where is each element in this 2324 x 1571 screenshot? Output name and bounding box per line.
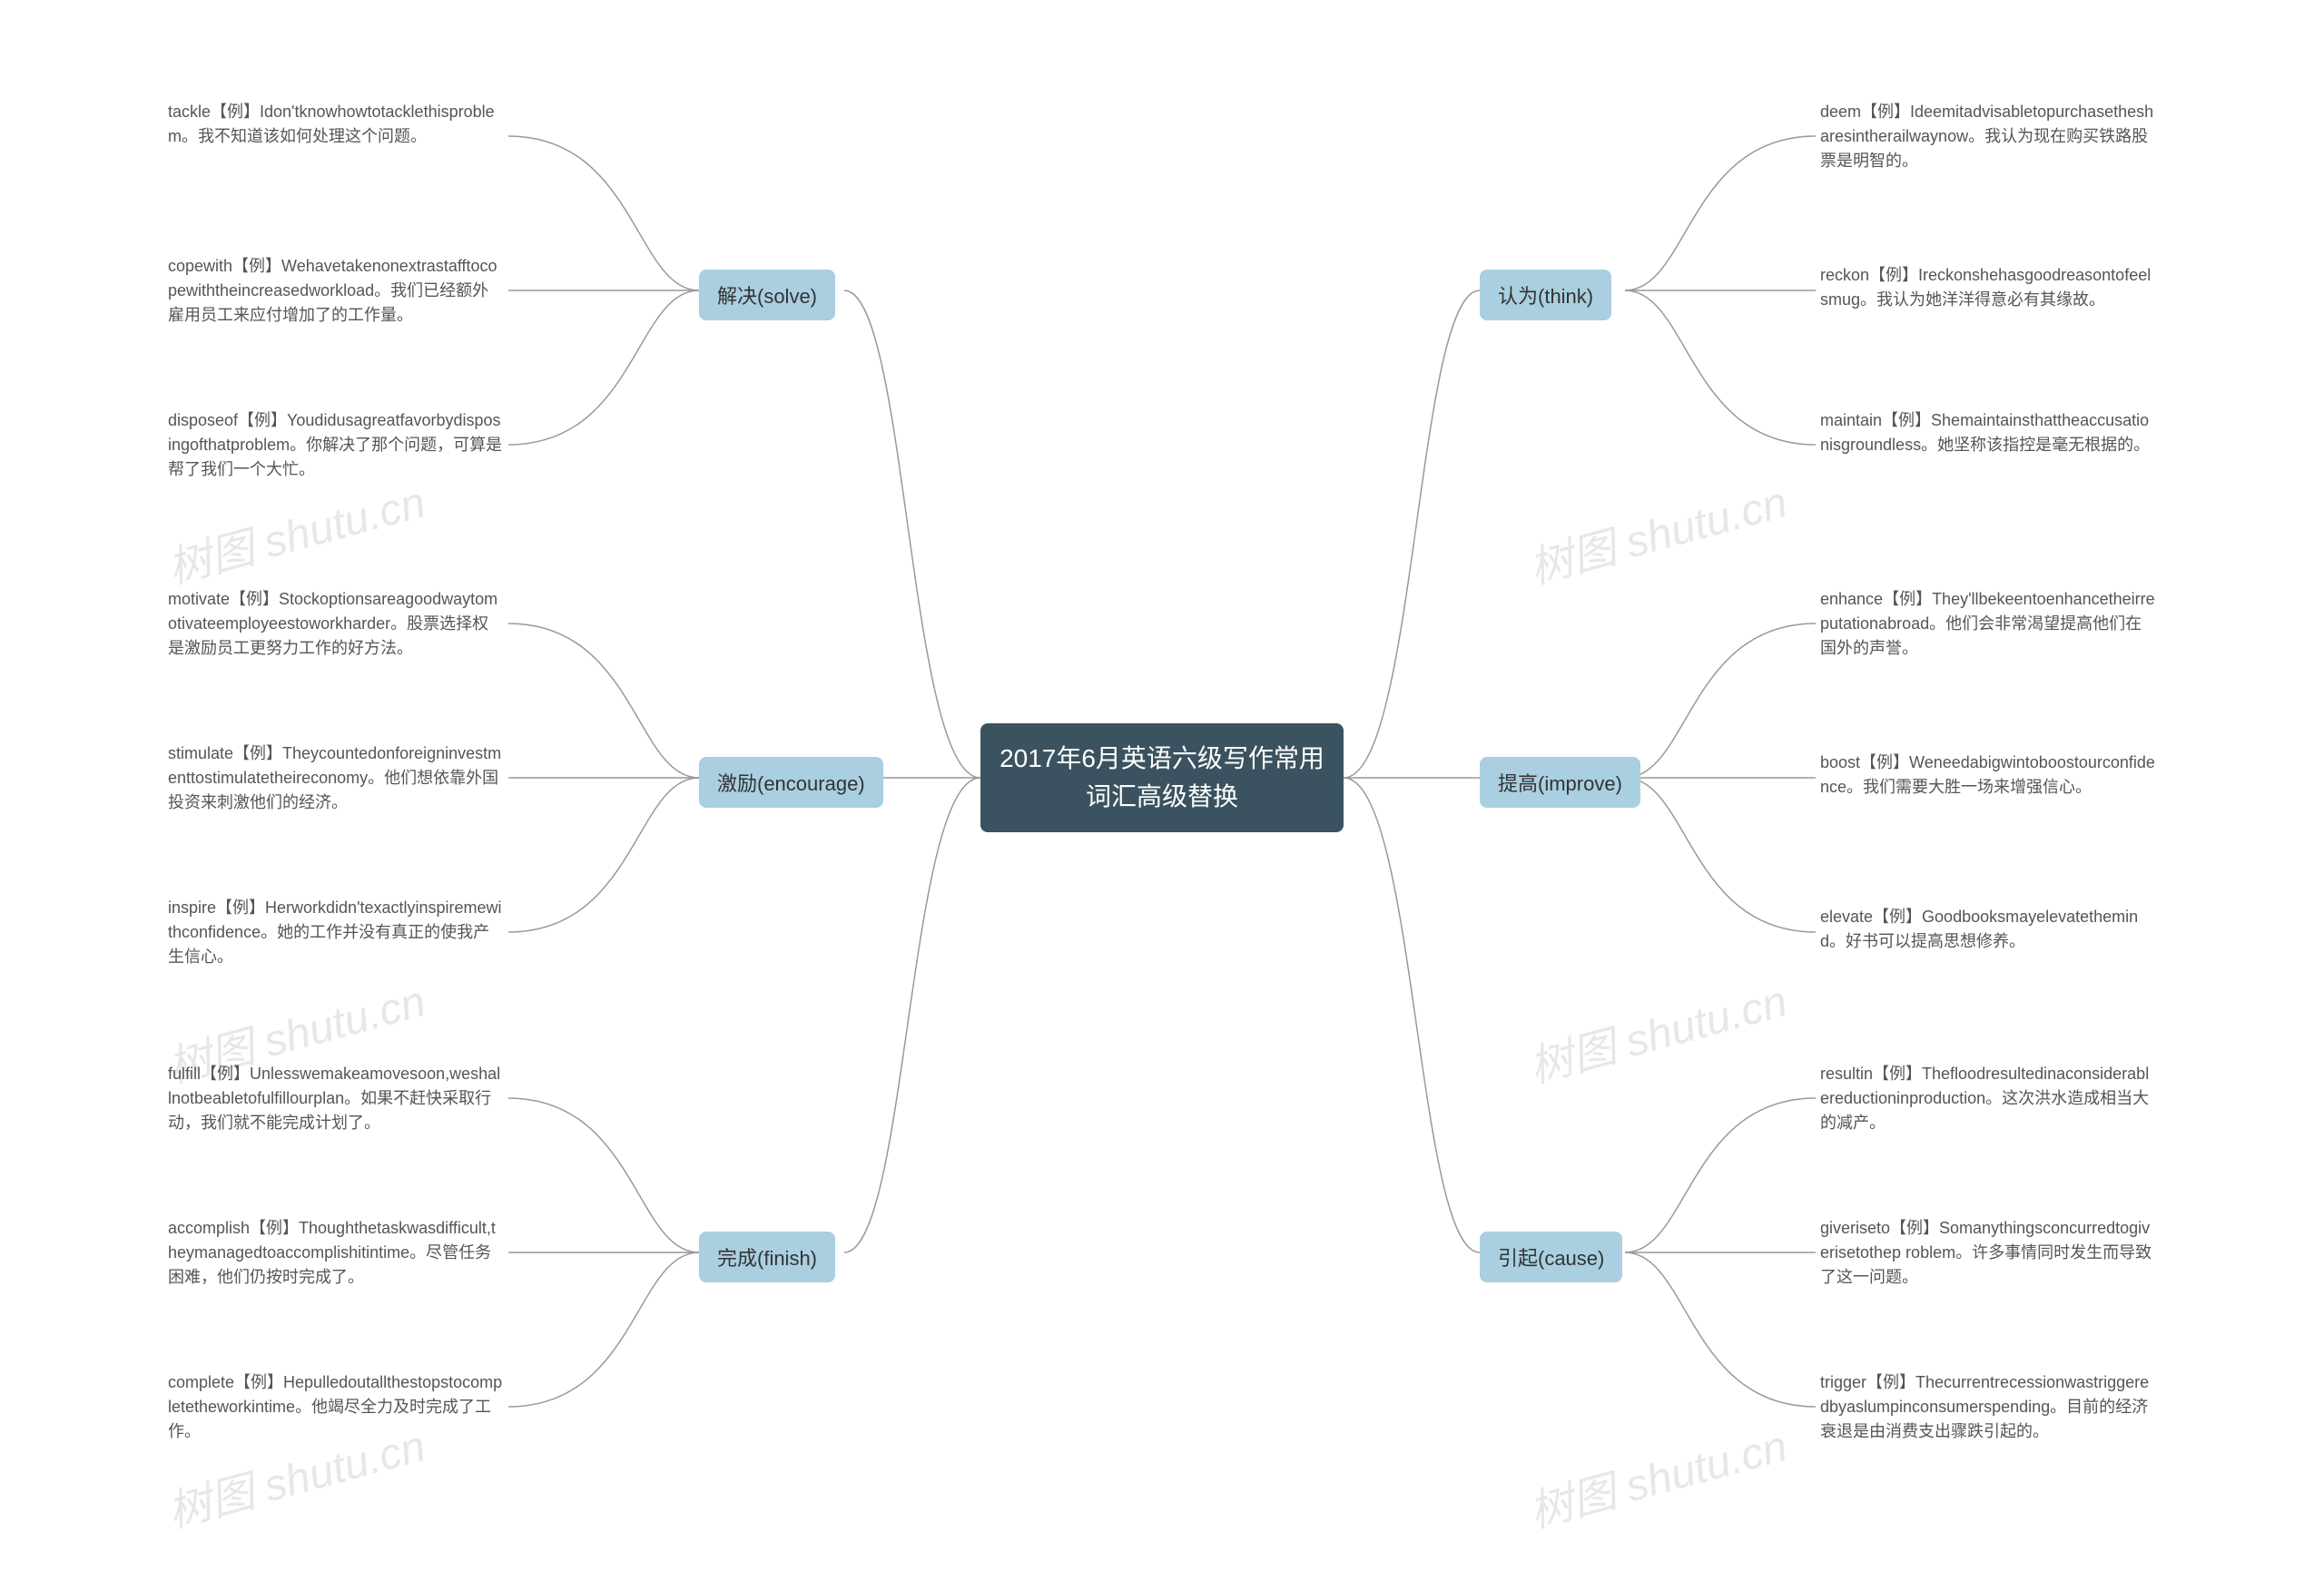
leaf-node: trigger【例】Thecurrentrecessionwastriggere… xyxy=(1820,1370,2156,1444)
leaf-node: elevate【例】Goodbooksmayelevatethemind。好书可… xyxy=(1820,905,2156,954)
branch-solve: 解决(solve) xyxy=(699,270,835,320)
leaf-node: accomplish【例】Thoughthetaskwasdifficult,t… xyxy=(168,1216,504,1290)
leaf-node: complete【例】Hepulledoutallthestopstocompl… xyxy=(168,1370,504,1444)
branch-encourage: 激励(encourage) xyxy=(699,757,883,808)
leaf-node: disposeof【例】Youdidusagreatfavorbydisposi… xyxy=(168,408,504,482)
watermark: 树图 shutu.cn xyxy=(160,466,431,596)
branch-cause: 引起(cause) xyxy=(1480,1232,1622,1282)
watermark: 树图 shutu.cn xyxy=(1521,1410,1793,1540)
leaf-node: copewith【例】Wehavetakenonextrastafftocope… xyxy=(168,254,504,328)
leaf-node: maintain【例】Shemaintainsthattheaccusation… xyxy=(1820,408,2156,457)
leaf-node: stimulate【例】Theycountedonforeigninvestme… xyxy=(168,741,504,815)
leaf-node: motivate【例】Stockoptionsareagoodwaytomoti… xyxy=(168,587,504,661)
branch-think: 认为(think) xyxy=(1480,270,1611,320)
watermark: 树图 shutu.cn xyxy=(1521,466,1793,596)
leaf-node: enhance【例】They'llbekeentoenhancetheirrep… xyxy=(1820,587,2156,661)
branch-improve: 提高(improve) xyxy=(1480,757,1640,808)
leaf-node: fulfill【例】Unlesswemakeamovesoon,weshalln… xyxy=(168,1062,504,1135)
center-node: 2017年6月英语六级写作常用词汇高级替换 xyxy=(980,723,1344,832)
leaf-node: boost【例】Weneedabigwintoboostourconfidenc… xyxy=(1820,751,2156,800)
leaf-node: resultin【例】Thefloodresultedinaconsiderab… xyxy=(1820,1062,2156,1135)
leaf-node: deem【例】Ideemitadvisabletopurchasetheshar… xyxy=(1820,100,2156,173)
branch-finish: 完成(finish) xyxy=(699,1232,835,1282)
leaf-node: giveriseto【例】Somanythingsconcurredtogive… xyxy=(1820,1216,2156,1290)
leaf-node: inspire【例】Herworkdidn'texactlyinspiremew… xyxy=(168,896,504,969)
watermark: 树图 shutu.cn xyxy=(1521,966,1793,1095)
leaf-node: reckon【例】Ireckonshehasgoodreasontofeelsm… xyxy=(1820,263,2156,312)
leaf-node: tackle【例】Idon'tknowhowtotacklethisproble… xyxy=(168,100,504,149)
